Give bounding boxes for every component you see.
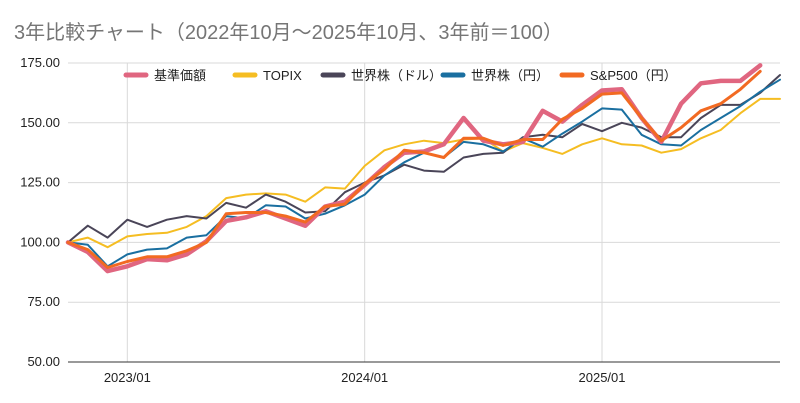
- y-tick-label: 100.00: [20, 234, 60, 249]
- series-line-4: [66, 69, 762, 269]
- legend-label: S&P500（円）: [590, 68, 677, 83]
- x-tick-label: 2023/01: [104, 370, 151, 385]
- series-line-1: [67, 97, 781, 249]
- x-tick-label: 2024/01: [341, 370, 388, 385]
- x-tick-label: 2025/01: [579, 370, 626, 385]
- legend-label: 世界株（ドル）: [351, 68, 442, 83]
- legend-label: TOPIX: [263, 68, 302, 83]
- y-tick-label: 50.00: [27, 354, 60, 369]
- y-tick-label: 175.00: [20, 55, 60, 70]
- y-tick-label: 75.00: [27, 294, 60, 309]
- axes: 50.00 75.00 100.00 125.00 150.00 175.00 2023/0…: [20, 55, 780, 385]
- series-line-2: [67, 74, 781, 244]
- y-tick-label: 150.00: [20, 115, 60, 130]
- legend: 基準価額 TOPIX 世界株（ドル） 世界株（円） S&P500（円）: [123, 68, 677, 83]
- series-line-3: [67, 78, 781, 268]
- chart-title: 3年比較チャート（2022年10月〜2025年10月、3年前＝100）: [14, 22, 563, 44]
- y-tick-label: 125.00: [20, 175, 60, 190]
- legend-label: 世界株（円）: [471, 68, 549, 83]
- grid: [68, 62, 780, 362]
- series-lines: [65, 63, 781, 274]
- legend-label: 基準価額: [154, 68, 206, 83]
